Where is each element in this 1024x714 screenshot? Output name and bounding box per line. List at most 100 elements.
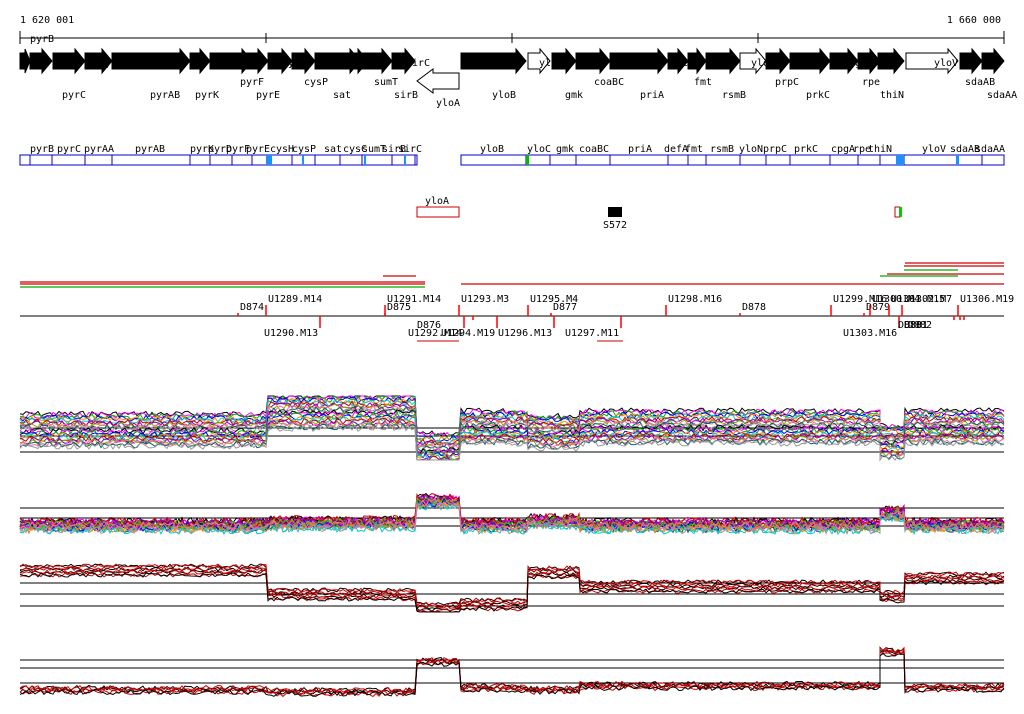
operon-label-gmk: gmk: [556, 144, 574, 155]
gene-label-sat: sat: [333, 90, 351, 101]
gene-label-yloV: yloV: [934, 58, 958, 69]
tu-label-U1298.M16: U1298.M16: [668, 294, 722, 305]
operon-label-sdaAA: sdaAA: [975, 144, 1005, 155]
gene-pyrK[interactable]: pyrK: [111, 47, 219, 101]
gene-label-yloN: yloN: [751, 58, 775, 69]
feature-small-green-mark: [899, 207, 902, 217]
gene-label-prkC: prkC: [806, 90, 830, 101]
operon-label-prpC: prpC: [763, 144, 787, 155]
tu-label-D879: D879: [866, 302, 890, 313]
operon-label-sat: sat: [324, 144, 342, 155]
gene-arrow-yloB: [460, 47, 527, 75]
gene-sdaAA[interactable]: sdaAA: [981, 47, 1017, 101]
tu-label-U1300.M4: U1300.M4: [872, 294, 920, 305]
gene-sirB[interactable]: sirB: [391, 47, 418, 101]
tu-label-D876: D876: [417, 320, 441, 331]
gene-arrow-yloA: [416, 68, 460, 94]
coordinate-ruler: 1 620 001 1 660 000: [19, 15, 1005, 44]
gene-prpC[interactable]: prpC: [765, 47, 799, 88]
gene-label-thiN: thiN: [880, 90, 904, 101]
gene-arrow-fmt: [687, 47, 707, 75]
operon-label-cpgA: cpgA: [831, 144, 855, 155]
gene-rpe[interactable]: rpe: [857, 47, 881, 88]
operon-label-sirB: sirB: [382, 144, 406, 155]
operon-label-priA: priA: [628, 144, 652, 155]
gene-label-sdaAA: sdaAA: [987, 90, 1017, 101]
operon-label-yloB: yloB: [480, 144, 504, 155]
operon-label-yloV: yloV: [922, 144, 946, 155]
feature-S572-label: S572: [603, 220, 627, 231]
tu-label-D882: D882: [908, 320, 932, 331]
tu-label-U1303.M16: U1303.M16: [843, 328, 897, 339]
gene-yloB[interactable]: yloB: [460, 47, 527, 101]
gene-sumT[interactable]: sumT: [361, 47, 398, 88]
gene-yloA[interactable]: yloA: [416, 68, 460, 109]
gene-arrow-cysH: [267, 47, 293, 75]
gene-sdaAB[interactable]: sdaAB: [959, 47, 995, 88]
gene-arrow-rsmB: [705, 47, 741, 75]
gene-label-sirB: sirB: [394, 90, 418, 101]
gene-arrow-rpe: [857, 47, 881, 75]
operon-label-sumT: sumT: [362, 144, 386, 155]
tu-label-U1301.M15: U1301.M15: [891, 294, 945, 305]
operon-label-pyrD: pyrD: [208, 144, 232, 155]
gene-label-fmt: fmt: [694, 77, 712, 88]
gene-coaBC[interactable]: coaBC: [575, 47, 624, 88]
gene-cpgA[interactable]: cpgA: [829, 47, 867, 75]
operon-label-pyrC: pyrC: [57, 144, 81, 155]
gene-prkC[interactable]: prkC: [789, 47, 831, 101]
operon-label-thiN: thiN: [868, 144, 892, 155]
operon-label-pyrAA: pyrAA: [84, 144, 114, 155]
operon-label-sirC: sirC: [398, 144, 422, 155]
gene-label-priA: priA: [640, 90, 664, 101]
operon-label-fmt: fmt: [685, 144, 703, 155]
coord-end-label: 1 660 000: [947, 15, 1001, 26]
expression-panel-2: [19, 492, 1005, 536]
tu-label-U1292.M14: U1292.M14: [408, 328, 462, 339]
gene-yloC[interactable]: yloC: [527, 47, 563, 75]
gene-arrow-sumT: [361, 47, 393, 75]
operon-label-defA: defA: [664, 144, 688, 155]
gene-arrow-pyrB: [19, 48, 31, 74]
gene-yloV[interactable]: yloV: [905, 47, 959, 75]
gene-gmk[interactable]: gmk: [551, 47, 583, 101]
gene-arrow-thiN: [877, 47, 905, 75]
gene-thiN[interactable]: thiN: [877, 47, 905, 101]
tu-label-U1295.M4: U1295.M4: [530, 294, 578, 305]
gene-label-yloC: yloC: [539, 58, 563, 69]
gene-label-yloA: yloA: [436, 98, 460, 109]
operon-label-rsmB: rsmB: [710, 144, 734, 155]
operon-label-cysH: cysH: [270, 144, 294, 155]
gene-label-cysP: cysP: [304, 77, 328, 88]
gene-track: pyrBpyrCpyrAApyrABpyrKpyrDpyrFpyrEcysHcy…: [19, 34, 1017, 109]
gene-cysP[interactable]: cysP: [291, 47, 328, 88]
gene-label-sdaAB: sdaAB: [965, 77, 995, 88]
gene-pyrAB[interactable]: pyrAB: [84, 47, 180, 101]
gene-arrow-sdaAA: [981, 47, 1005, 75]
gene-arrow-pyrE: [231, 47, 269, 75]
gene-fmt[interactable]: fmt: [687, 47, 712, 88]
gene-pyrC[interactable]: pyrC: [29, 47, 86, 101]
operon-label-pyrK: pyrK: [190, 144, 214, 155]
operon-label-coaBC: coaBC: [579, 144, 609, 155]
operon-label-pyrAB: pyrAB: [135, 144, 165, 155]
gene-rsmB[interactable]: rsmB: [705, 47, 746, 101]
tu-label-U1299.M16: U1299.M16: [833, 294, 887, 305]
tu-label-U1293.M3: U1293.M3: [461, 294, 509, 305]
gene-pyrB[interactable]: pyrB: [19, 34, 54, 74]
gene-arrow-yloV: [905, 47, 959, 75]
tu-label-U1290.M13: U1290.M13: [264, 328, 318, 339]
gene-arrow-gmk: [551, 47, 577, 75]
feature-track: yloA S572: [416, 196, 902, 231]
gene-arrow-sdaAB: [959, 47, 983, 75]
gene-arrow-pyrD: [189, 47, 211, 75]
gene-label-sumT: sumT: [374, 77, 398, 88]
operon-label-pyrE: pyrE: [246, 144, 270, 155]
gene-priA[interactable]: priA: [609, 47, 669, 101]
gene-pyrE[interactable]: pyrE: [231, 47, 280, 101]
gene-yloN[interactable]: yloN: [739, 47, 775, 75]
operon-label-yloC: yloC: [527, 144, 551, 155]
gene-arrow-sirB: [391, 47, 416, 75]
gene-label-pyrF: pyrF: [240, 77, 264, 88]
